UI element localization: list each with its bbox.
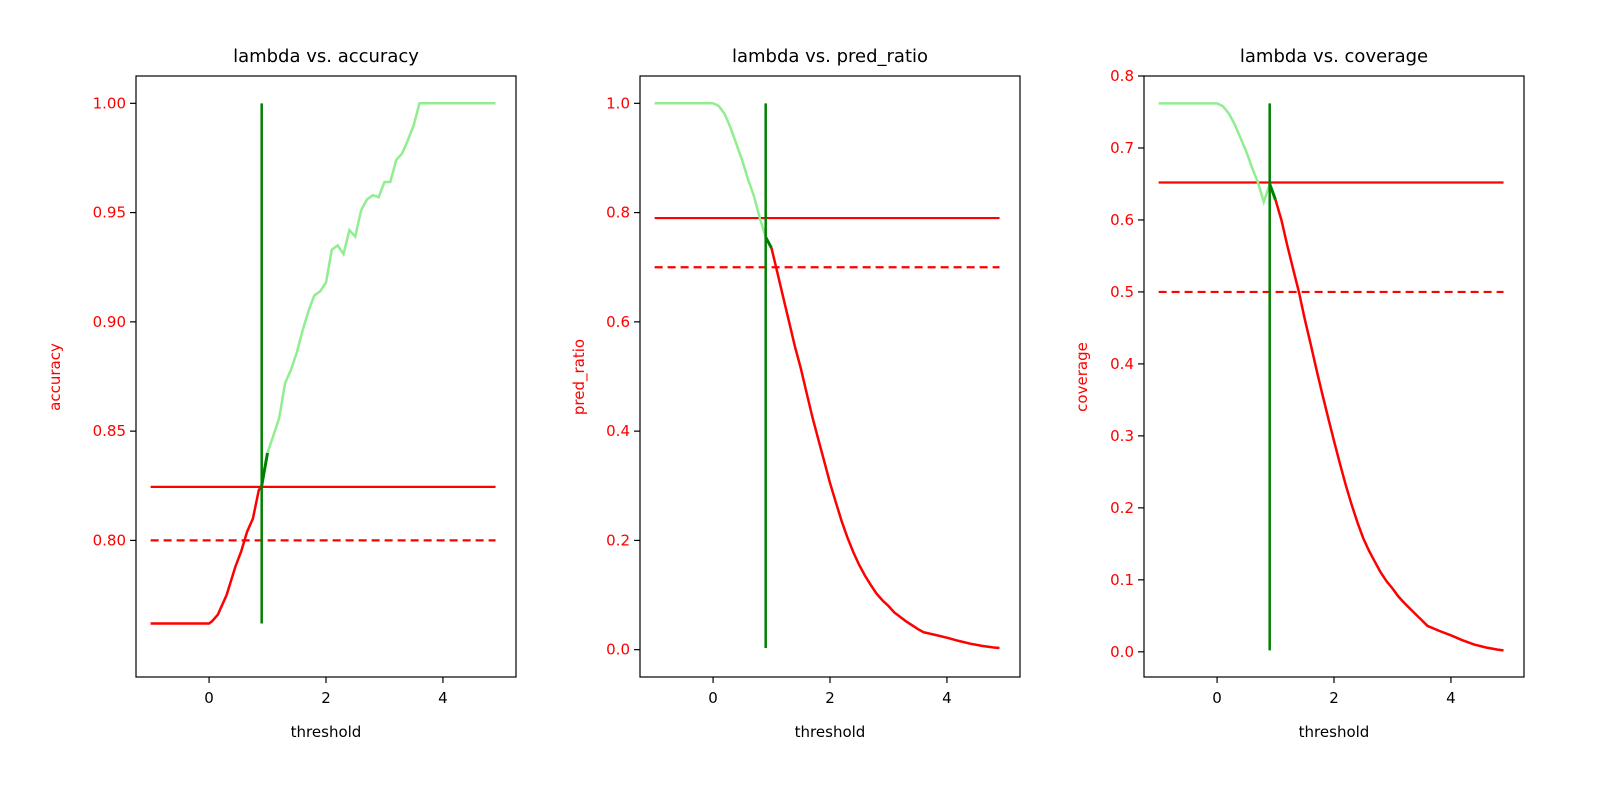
- y-tick-label: 0.0: [606, 641, 630, 659]
- curve-series-after: [770, 247, 1000, 650]
- x-tick-label: 4: [942, 689, 952, 707]
- x-tick-label: 4: [438, 689, 448, 707]
- x-tick-label: 2: [321, 689, 331, 707]
- plot-area: 0 2 4 0.0 0.2 0.4 0.6 0.8 1.0: [606, 75, 1021, 707]
- plot-area: 0 2 4 0.0 0.1 0.2 0.3 0.4 0.5 0.6 0.7 0.8: [1110, 67, 1525, 707]
- curve-series-after: [1274, 199, 1504, 652]
- subplot-accuracy: lambda vs. accuracy threshold accuracy 0…: [46, 46, 517, 741]
- y-tick-label: 0.7: [1110, 139, 1134, 157]
- x-axis-label: threshold: [291, 723, 362, 741]
- y-tick-label: 1.00: [93, 94, 126, 112]
- x-tick-label: 2: [825, 689, 835, 707]
- y-tick-label: 0.90: [93, 313, 126, 331]
- curve-series-before: [654, 102, 767, 238]
- subplot-title: lambda vs. accuracy: [233, 46, 419, 67]
- y-tick-label: 0.85: [93, 422, 126, 440]
- y-tick-label: 0.0: [1110, 643, 1134, 661]
- y-tick-label: 0.2: [606, 531, 630, 549]
- x-tick-label: 2: [1329, 689, 1339, 707]
- y-tick-label: 0.6: [1110, 211, 1134, 229]
- y-tick-label: 0.6: [606, 313, 630, 331]
- y-tick-label: 0.4: [1110, 355, 1134, 373]
- y-axis-label: coverage: [1073, 342, 1091, 412]
- subplot-coverage: lambda vs. coverage threshold coverage 0…: [1073, 46, 1525, 741]
- x-tick-label: 0: [708, 689, 718, 707]
- y-axis-label: pred_ratio: [570, 339, 589, 415]
- x-tick-label: 4: [1446, 689, 1456, 707]
- curve-series-after: [266, 102, 496, 454]
- x-tick-label: 0: [1212, 689, 1222, 707]
- y-tick-label: 0.5: [1110, 283, 1134, 301]
- y-tick-label: 0.1: [1110, 571, 1134, 589]
- y-tick-label: 0.80: [93, 531, 126, 549]
- plot-area: 0 2 4 0.80 0.85 0.90 0.95 1.00: [93, 75, 517, 707]
- y-tick-label: 0.95: [93, 204, 126, 222]
- y-tick-label: 0.4: [606, 422, 630, 440]
- subplot-title: lambda vs. pred_ratio: [732, 46, 928, 67]
- y-tick-label: 1.0: [606, 94, 630, 112]
- y-axis-label: accuracy: [46, 343, 64, 411]
- curve-series-before: [150, 485, 263, 625]
- x-axis-label: threshold: [1299, 723, 1370, 741]
- curve-series-before: [1158, 102, 1271, 207]
- y-tick-label: 0.8: [1110, 67, 1134, 85]
- y-tick-label: 0.8: [606, 204, 630, 222]
- x-axis-label: threshold: [795, 723, 866, 741]
- x-tick-label: 0: [204, 689, 214, 707]
- subplot-title: lambda vs. coverage: [1240, 46, 1428, 67]
- y-tick-label: 0.3: [1110, 427, 1134, 445]
- subplot-pred-ratio: lambda vs. pred_ratio threshold pred_rat…: [570, 46, 1021, 741]
- y-tick-label: 0.2: [1110, 499, 1134, 517]
